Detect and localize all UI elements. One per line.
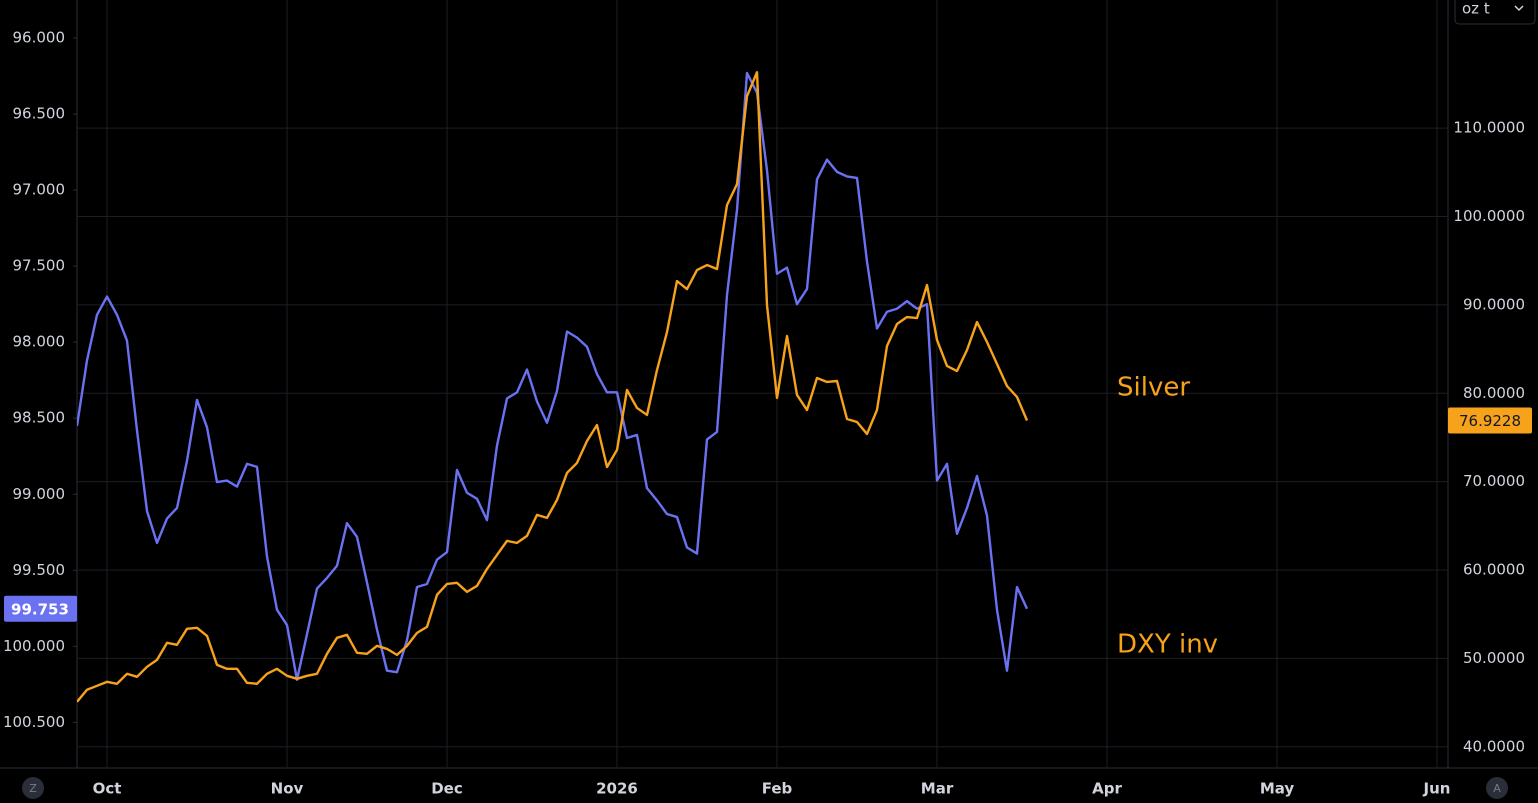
unit-chevron [1514,5,1524,12]
x-tick-label: Mar [921,780,954,798]
y-tick-label: 98.000 [13,333,66,351]
y2-tick-label: 60.0000 [1463,561,1525,579]
last-value-label: 76.9228 [1459,412,1521,430]
y-tick-label: 99.500 [13,561,66,579]
zoom-button[interactable] [22,777,44,799]
last-value-tag [4,595,77,622]
y2-tick-label: 50.0000 [1463,649,1525,667]
last-value-tag [1448,407,1532,434]
auto-button[interactable] [1486,777,1508,799]
y-tick-label: 100.000 [3,637,65,655]
last-value-label: 99.753 [11,600,69,618]
unit-label: oz t [1462,0,1490,18]
x-tick-label: May [1260,780,1295,798]
x-tick-label: Feb [762,780,793,798]
y-tick-label: 100.500 [3,713,65,731]
y-tick-label: 98.500 [13,409,66,427]
x-tick-label: Apr [1092,780,1122,798]
series-line [77,71,1029,681]
x-tick-label: Jun [1423,780,1451,798]
y-tick-label: 96.500 [13,105,66,123]
y2-tick-label: 70.0000 [1463,472,1525,490]
y2-tick-label: 90.0000 [1463,295,1525,313]
y-tick-label: 97.000 [13,181,66,199]
y2-tick-label: 40.0000 [1463,737,1525,755]
y-tick-label: 96.000 [13,29,66,47]
x-tick-label: Nov [271,780,304,798]
series-name-label: Silver [1117,373,1190,403]
y2-tick-label: 80.0000 [1463,384,1525,402]
series-line [77,71,1029,703]
y2-tick-label: 100.0000 [1453,207,1525,225]
y-tick-label: 97.500 [13,257,66,275]
y-tick-label: 99.000 [13,485,66,503]
x-tick-label: Oct [93,780,122,798]
x-tick-label: 2026 [596,780,638,798]
unit-button[interactable] [1454,0,1536,25]
series-name-label: DXY inv [1117,630,1218,660]
zoom-button-label: Z [29,782,37,795]
auto-button-label: A [1493,782,1501,795]
x-tick-label: Dec [431,780,463,798]
y2-tick-label: 110.0000 [1453,119,1525,137]
